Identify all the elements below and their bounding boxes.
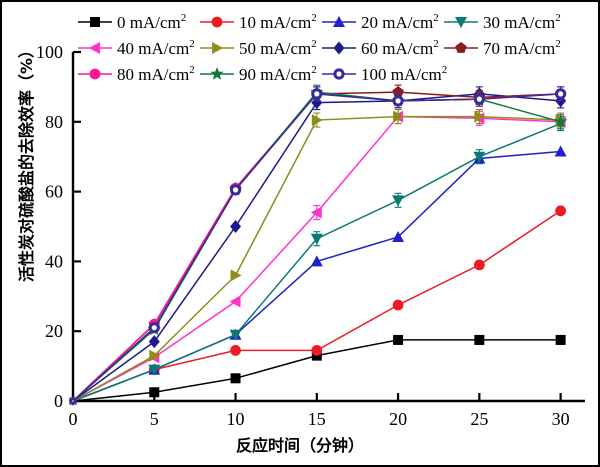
data-point-marker	[555, 334, 566, 345]
legend-item-20-ma[interactable]: 20 mA/cm2	[322, 12, 439, 32]
data-point-marker	[558, 91, 564, 97]
data-point-marker	[333, 16, 345, 27]
y-tick-label: 80	[45, 112, 63, 132]
legend-item-80-ma[interactable]: 80 mA/cm2	[78, 64, 195, 84]
legend-label: 70 mA/cm2	[483, 38, 561, 58]
data-point-marker	[474, 110, 486, 123]
legend-item-70-ma[interactable]: 70 mA/cm2	[444, 38, 561, 58]
data-point-marker	[229, 329, 242, 341]
data-point-marker	[311, 344, 323, 356]
x-tick-label: 30	[552, 409, 570, 429]
legend-item-60-ma[interactable]: 60 mA/cm2	[322, 38, 439, 58]
legend-item-40-ma[interactable]: 40 mA/cm2	[78, 38, 195, 58]
data-point-marker	[148, 335, 160, 349]
x-tick-label: 10	[227, 409, 245, 429]
x-tick-label: 5	[150, 409, 159, 429]
data-point-marker	[554, 145, 567, 157]
data-point-marker	[473, 151, 486, 163]
data-point-marker	[392, 299, 404, 311]
y-tick-label: 20	[45, 321, 63, 341]
y-tick-label: 60	[45, 182, 63, 202]
data-point-marker	[230, 373, 241, 384]
data-point-marker	[474, 334, 485, 345]
data-point-marker	[230, 220, 242, 233]
data-point-marker	[151, 325, 157, 331]
legend-label: 90 mA/cm2	[239, 64, 317, 84]
legend-label: 50 mA/cm2	[239, 38, 317, 58]
data-point-marker	[476, 96, 482, 102]
x-axis-title: 反应时间（分钟）	[235, 436, 364, 455]
data-point-marker	[455, 17, 467, 28]
data-point-marker	[90, 17, 100, 27]
data-point-marker	[455, 42, 467, 53]
legend-label: 80 mA/cm2	[117, 64, 195, 84]
data-point-marker	[148, 364, 161, 376]
data-point-marker	[230, 269, 242, 282]
legend-item-0-ma[interactable]: 0 mA/cm2	[78, 12, 186, 32]
legend-item-100-ma[interactable]: 100 mA/cm2	[322, 64, 447, 84]
data-point-marker	[336, 71, 342, 77]
data-point-marker	[392, 230, 405, 242]
data-point-marker	[211, 16, 223, 28]
data-point-marker	[393, 334, 404, 345]
data-point-marker	[72, 400, 74, 402]
y-tick-label: 40	[45, 251, 63, 271]
series-50-ma	[69, 109, 567, 406]
series-30-ma	[68, 115, 567, 406]
data-point-marker	[314, 91, 320, 97]
data-point-marker	[554, 114, 568, 128]
data-point-marker	[310, 206, 322, 219]
data-point-marker	[392, 195, 405, 207]
data-point-marker	[89, 42, 100, 54]
legend-item-50-ma[interactable]: 50 mA/cm2	[200, 38, 317, 58]
data-point-marker	[333, 41, 345, 55]
data-point-marker	[232, 187, 239, 193]
legend-label: 30 mA/cm2	[483, 12, 561, 32]
legend-label: 10 mA/cm2	[239, 12, 317, 32]
legend-item-90-ma[interactable]: 90 mA/cm2	[200, 64, 317, 84]
y-tick-label: 0	[54, 391, 63, 411]
data-point-marker	[230, 344, 241, 356]
legend-item-10-ma[interactable]: 10 mA/cm2	[200, 12, 317, 32]
data-point-marker	[149, 349, 161, 362]
data-point-marker	[212, 42, 223, 54]
x-tick-label: 25	[470, 409, 488, 429]
x-tick-label: 15	[308, 409, 326, 429]
data-point-marker	[310, 255, 323, 267]
data-point-marker	[393, 110, 405, 123]
data-point-marker	[311, 114, 323, 127]
data-point-marker	[310, 233, 323, 245]
y-axis-title: 活性炭对硫酸盐的去除效率（%）	[17, 41, 36, 283]
legend-item-30-ma[interactable]: 30 mA/cm2	[444, 12, 561, 32]
x-tick-label: 0	[69, 409, 78, 429]
series-100-ma	[69, 86, 567, 405]
y-tick-label: 100	[36, 42, 63, 62]
data-point-marker	[473, 259, 485, 271]
data-point-marker	[89, 68, 101, 80]
x-tick-label: 20	[389, 409, 407, 429]
data-point-marker	[149, 387, 160, 398]
legend-label: 40 mA/cm2	[117, 38, 195, 58]
legend-label: 0 mA/cm2	[117, 12, 186, 32]
data-point-marker	[229, 295, 241, 308]
legend-label: 100 mA/cm2	[361, 64, 447, 84]
legend-label: 60 mA/cm2	[361, 38, 439, 58]
data-point-marker	[395, 98, 401, 104]
series-20-ma	[68, 145, 567, 405]
data-point-marker	[210, 67, 224, 80]
legend-label: 20 mA/cm2	[361, 12, 439, 32]
data-point-marker	[555, 205, 567, 217]
